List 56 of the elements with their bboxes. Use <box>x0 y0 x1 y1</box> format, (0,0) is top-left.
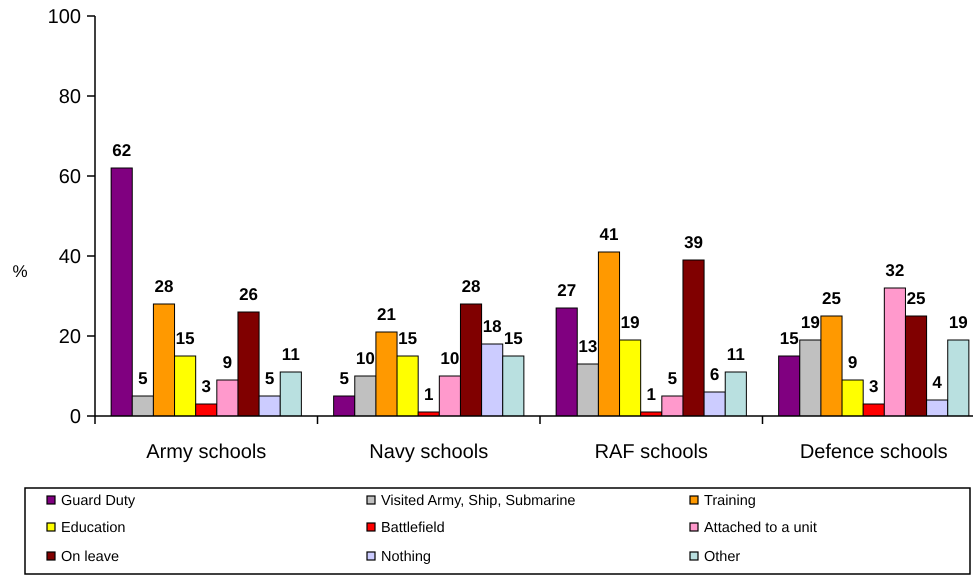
data-label: 1 <box>424 385 434 404</box>
y-tick-label: 60 <box>58 166 81 188</box>
data-label: 9 <box>848 353 858 372</box>
data-label: 15 <box>176 329 195 348</box>
data-label: 15 <box>780 329 799 348</box>
x-tick-label: Navy schools <box>369 441 488 463</box>
x-tick-label: Defence schools <box>800 441 948 463</box>
data-label: 27 <box>557 281 576 300</box>
data-label: 4 <box>932 373 942 392</box>
legend-label: Education <box>61 520 126 536</box>
data-label: 9 <box>222 353 232 372</box>
data-label: 1 <box>646 385 656 404</box>
data-label: 19 <box>800 313 820 332</box>
data-label: 5 <box>668 369 678 388</box>
y-axis-title: % <box>12 262 28 281</box>
legend-label: Training <box>704 493 756 509</box>
y-tick-label: 100 <box>48 6 81 28</box>
data-label: 21 <box>377 305 396 324</box>
data-label: 25 <box>906 289 926 308</box>
data-label: 28 <box>154 277 174 296</box>
data-label: 10 <box>440 349 460 368</box>
y-tick-label: 40 <box>58 246 81 268</box>
data-label: 3 <box>202 377 211 396</box>
y-tick-label: 0 <box>70 406 81 428</box>
data-label: 19 <box>620 313 640 332</box>
data-label: 11 <box>282 345 300 364</box>
data-label: 41 <box>600 225 618 244</box>
data-label: 18 <box>482 317 502 336</box>
data-label: 62 <box>112 141 132 160</box>
data-label: 32 <box>885 261 904 280</box>
y-tick-label: 80 <box>58 86 81 108</box>
legend-label: Nothing <box>381 549 431 565</box>
legend-label: Battlefield <box>381 520 445 536</box>
data-label: 19 <box>948 313 968 332</box>
data-label: 15 <box>504 329 523 348</box>
data-label: 3 <box>869 377 878 396</box>
legend-label: Attached to a unit <box>704 520 817 536</box>
legend-label: Other <box>704 549 740 565</box>
x-tick-label: RAF schools <box>594 441 708 463</box>
data-label: 25 <box>822 289 841 308</box>
data-label: 5 <box>138 369 148 388</box>
legend-label: Guard Duty <box>61 493 136 509</box>
data-label: 39 <box>684 233 703 252</box>
data-label: 11 <box>726 345 745 364</box>
data-label: 5 <box>264 369 274 388</box>
legend-label: On leave <box>61 549 120 565</box>
legend-label: Visited Army, Ship, Submarine <box>381 493 576 509</box>
data-label: 6 <box>710 365 720 384</box>
data-label: 15 <box>398 329 418 348</box>
data-label: 28 <box>462 277 480 296</box>
y-tick-label: 20 <box>58 326 81 348</box>
data-label: 13 <box>578 337 598 356</box>
x-tick-label: Army schools <box>146 441 266 463</box>
data-label: 5 <box>339 369 349 388</box>
data-label: 10 <box>356 349 375 368</box>
data-label: 26 <box>239 285 258 304</box>
